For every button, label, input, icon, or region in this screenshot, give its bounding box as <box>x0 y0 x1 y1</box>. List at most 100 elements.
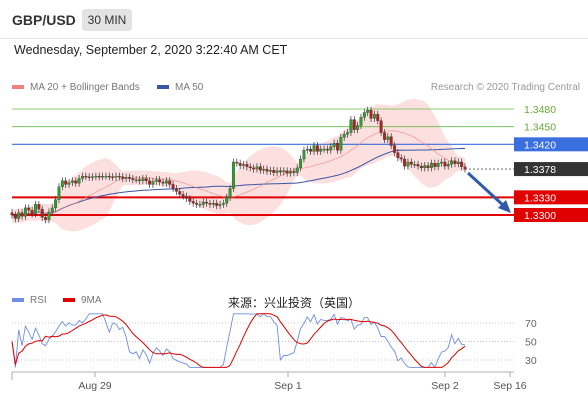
candle-body <box>440 161 443 164</box>
candle-body <box>339 137 343 151</box>
candle-body <box>232 161 235 189</box>
candle-body <box>372 114 376 119</box>
rsi-ma-line <box>11 313 466 368</box>
candle-body <box>81 175 84 179</box>
candle-body <box>191 201 195 204</box>
candle-body <box>225 197 229 204</box>
candle-body <box>205 201 209 204</box>
candle-body <box>309 148 313 152</box>
candle-body <box>252 167 256 170</box>
x-tick-label: Sep 1 <box>274 380 302 392</box>
source-caption: 来源：兴业投资（英国） <box>228 296 361 310</box>
level-tag-1.3300 <box>514 208 588 222</box>
candle-body <box>201 201 205 205</box>
candle-body <box>332 143 336 147</box>
candle-body <box>171 184 175 189</box>
candle-body <box>104 175 108 178</box>
candle-body <box>268 170 272 172</box>
candle-body <box>238 163 242 166</box>
candle-body <box>141 178 145 181</box>
candle-body <box>265 168 269 172</box>
candle-body <box>188 198 192 202</box>
candle-body <box>27 207 31 211</box>
symbol-title: GBP/USD <box>12 12 76 28</box>
candle-body <box>164 180 168 184</box>
candle-body <box>386 136 390 140</box>
ma50-swatch <box>157 85 169 90</box>
candle-body <box>221 203 225 205</box>
candle-body <box>319 148 323 152</box>
candle-body <box>383 132 386 140</box>
candle-body <box>312 145 316 152</box>
candle-body <box>67 182 71 185</box>
candle-body <box>379 120 383 133</box>
ma9-swatch <box>63 298 75 303</box>
candle-body <box>211 203 215 205</box>
candle-body <box>436 163 440 167</box>
candle-body <box>433 163 437 167</box>
candle-body <box>346 132 350 135</box>
rsi-swatch <box>12 298 24 303</box>
candle-body <box>463 166 467 170</box>
candle-body <box>362 112 366 118</box>
candle-body <box>389 136 393 146</box>
candle-body <box>282 170 286 173</box>
rsi-line <box>11 313 466 369</box>
candle-body <box>91 176 94 178</box>
rsi-tick-30: 30 <box>525 355 537 367</box>
candle-body <box>215 203 219 206</box>
candle-body <box>278 170 282 173</box>
level-tag-1.3420 <box>514 137 588 152</box>
candle-body <box>413 164 417 166</box>
candle-body <box>70 180 74 183</box>
candle-body <box>148 180 152 185</box>
candle-body <box>10 212 14 216</box>
candle-body <box>23 207 27 217</box>
candle-body <box>181 194 185 197</box>
candle-body <box>456 161 460 164</box>
candle-body <box>336 143 339 151</box>
candle-body <box>369 110 373 119</box>
candle-body <box>366 110 370 113</box>
candle-body <box>94 175 98 178</box>
candle-body <box>292 171 296 173</box>
candle-body <box>111 176 115 178</box>
candle-body <box>356 125 360 130</box>
candle-body <box>275 170 279 173</box>
candle-body <box>198 204 202 206</box>
candle-body <box>429 163 433 169</box>
candle-body <box>60 180 64 187</box>
candle-body <box>34 204 37 214</box>
candle-body <box>376 114 380 121</box>
candle-body <box>349 119 353 133</box>
candle-body <box>44 217 48 220</box>
candle-body <box>154 179 158 182</box>
level-label-1.3420: 1.3420 <box>524 139 556 151</box>
candle-body <box>409 161 413 165</box>
candle-body <box>107 175 111 178</box>
candle-body <box>446 164 450 167</box>
candle-body <box>158 179 162 183</box>
candle-body <box>97 175 101 178</box>
legend-bollinger: MA 20 + Bollinger Bands <box>12 82 140 93</box>
candle-body <box>17 212 21 219</box>
candle-body <box>134 179 138 181</box>
candle-body <box>195 203 199 205</box>
ma20-line <box>11 130 466 218</box>
ma50-label: MA 50 <box>175 82 204 93</box>
candle-body <box>50 207 54 213</box>
candle-body <box>396 152 400 159</box>
candle-body <box>144 178 148 181</box>
datetime-label: Wednesday, September 2, 2020 3:22:40 AM … <box>14 43 288 57</box>
rsi-label: RSI <box>30 295 47 306</box>
candle-body <box>131 178 135 180</box>
credit-text: Research © 2020 Trading Central <box>430 82 580 93</box>
candle-body <box>178 191 182 195</box>
timeframe-button[interactable]: 30 MIN <box>82 9 132 31</box>
level-label-1.3480: 1.3480 <box>524 104 556 116</box>
candle-body <box>114 175 118 178</box>
x-tick-label: Aug 29 <box>78 380 111 392</box>
level-label-1.3450: 1.3450 <box>524 122 556 134</box>
candle-body <box>403 158 407 167</box>
